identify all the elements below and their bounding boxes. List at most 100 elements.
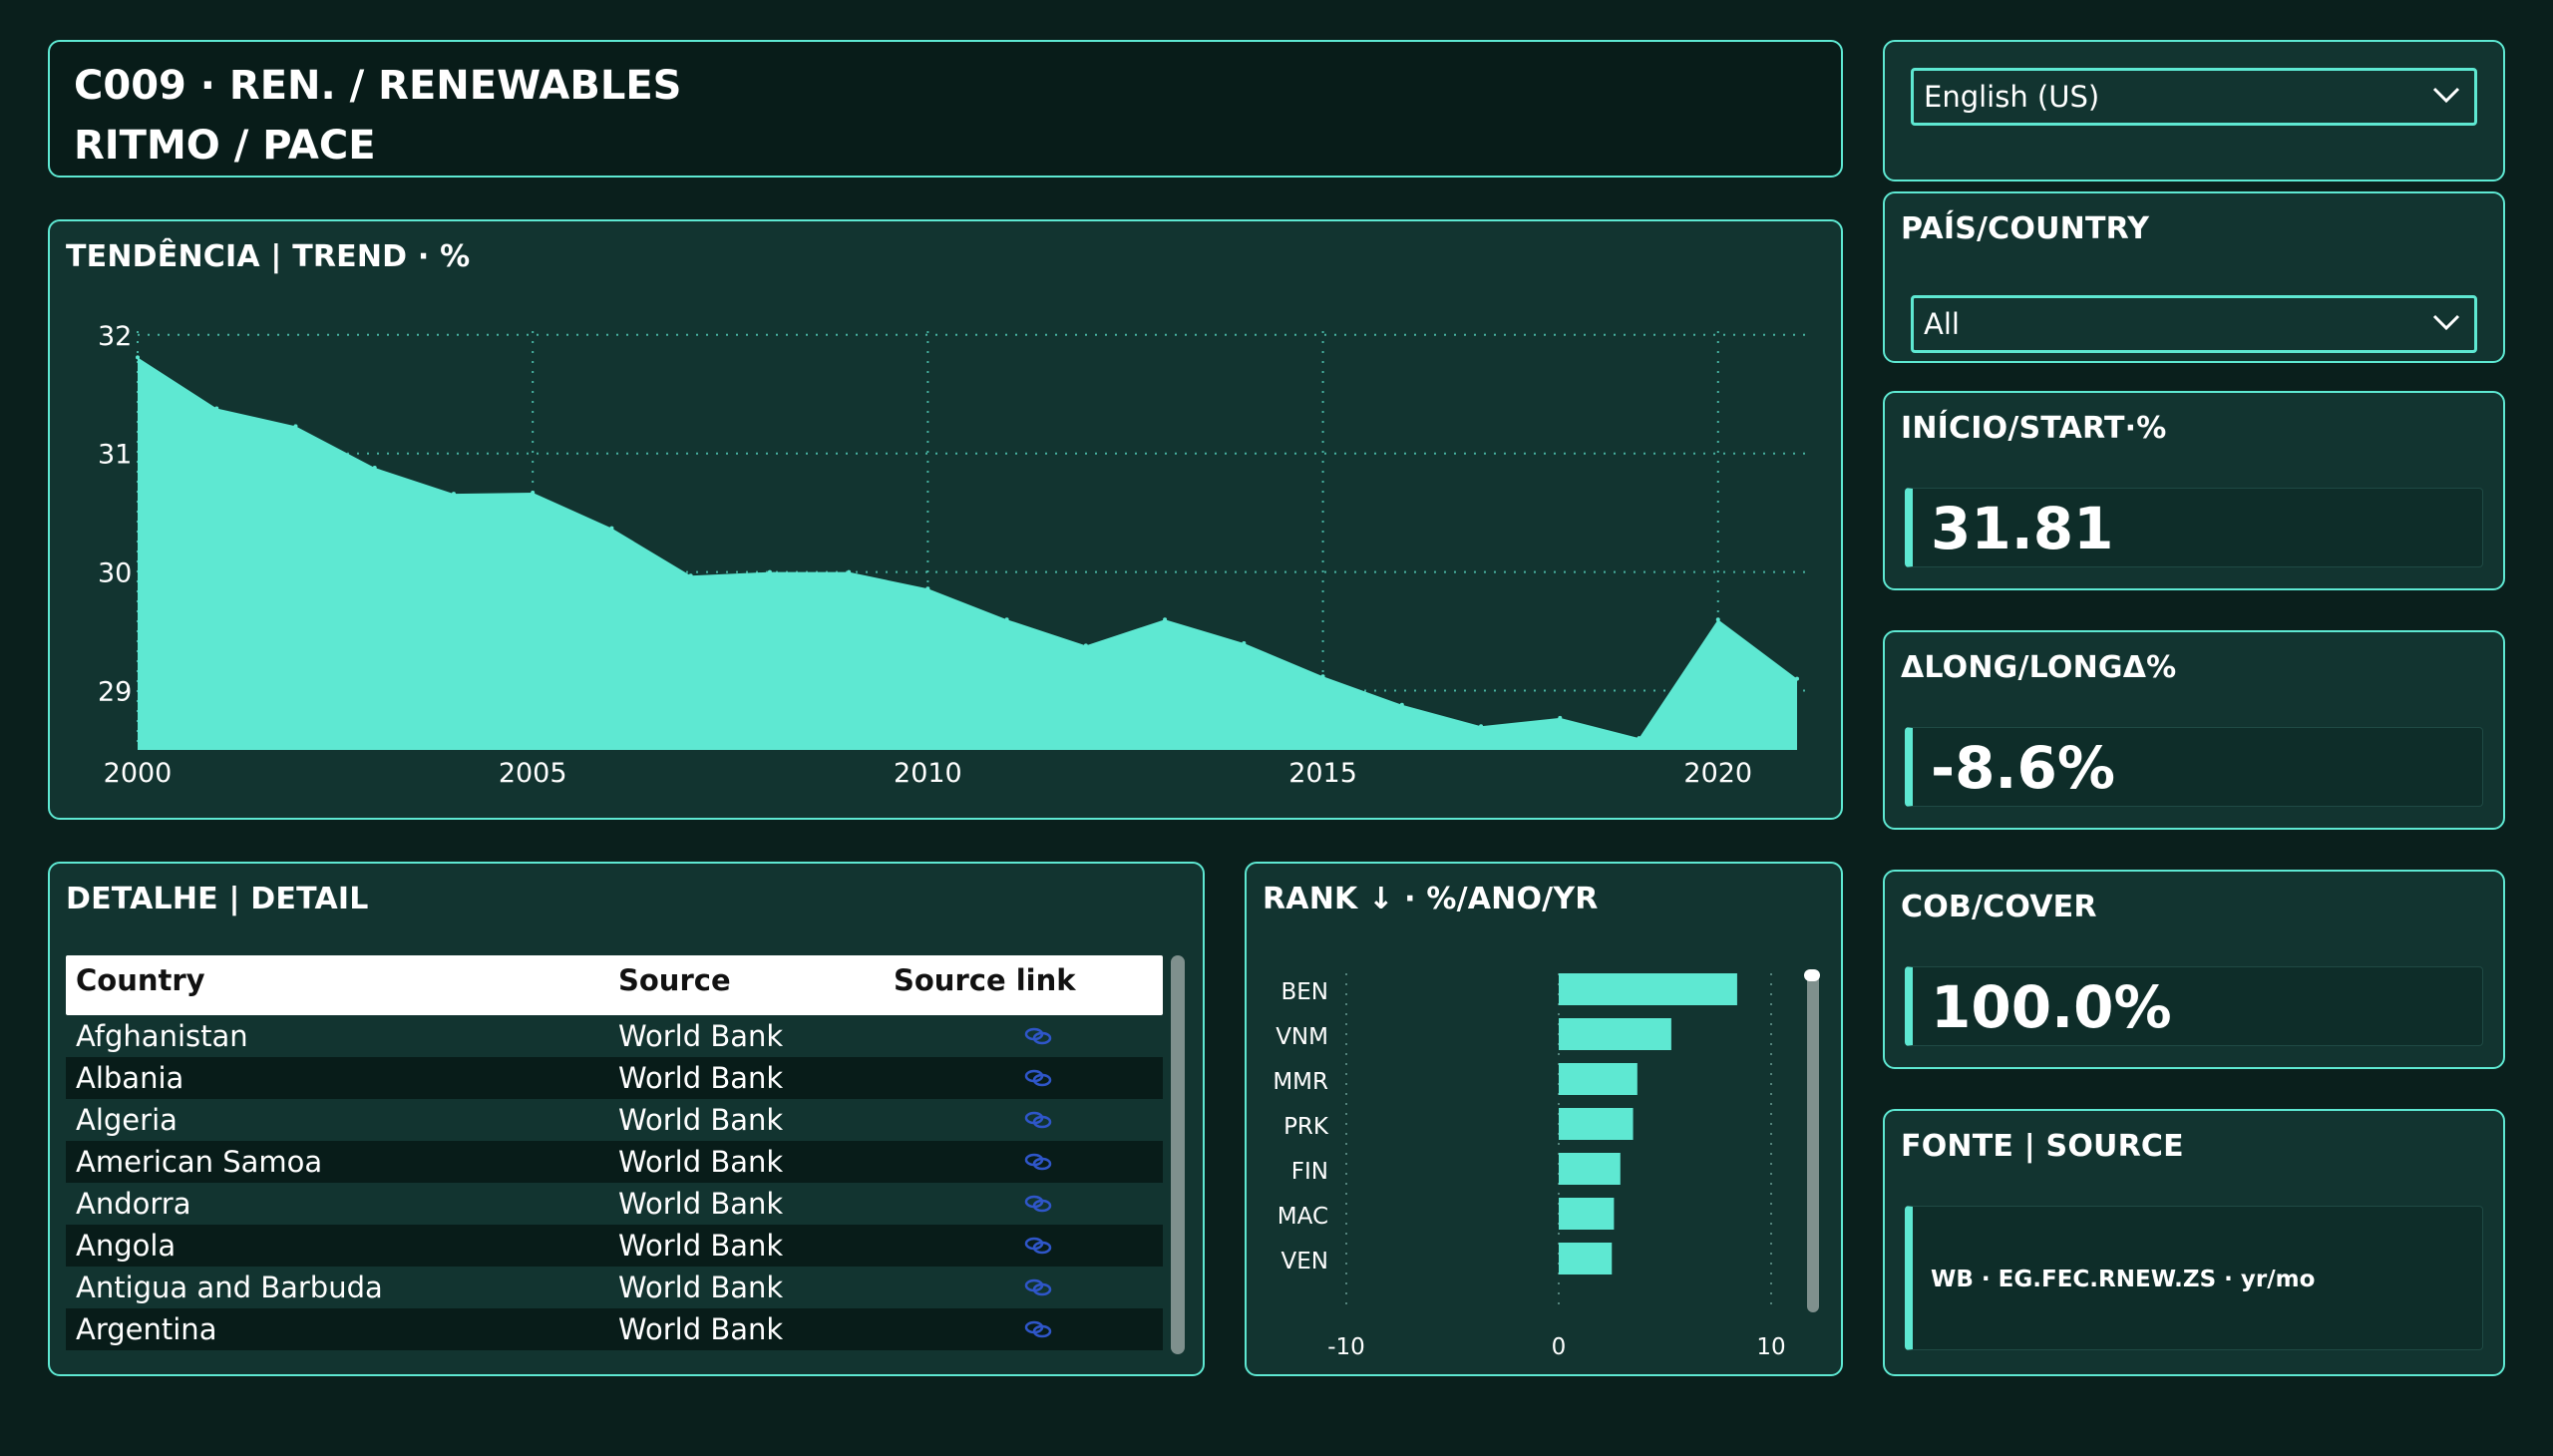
column-header-source-link[interactable]: Source link: [894, 963, 1076, 997]
cell-source: World Bank: [618, 1103, 784, 1137]
x-tick-label: 10: [1756, 1334, 1785, 1360]
rank-scrollbar-handle[interactable]: [1804, 969, 1820, 981]
cell-country: Afghanistan: [76, 1019, 248, 1053]
trend-point: [767, 569, 772, 574]
kpi-long-delta-title: ΔLONG/LONGΔ%: [1901, 650, 2177, 685]
trend-point: [1163, 617, 1168, 622]
rank-bar: [1559, 1063, 1638, 1095]
trend-point: [372, 465, 377, 470]
rank-bar: [1559, 1198, 1615, 1230]
trend-point: [925, 586, 930, 591]
language-select[interactable]: English (US): [1911, 68, 2477, 126]
page-title-line2: RITMO / PACE: [74, 123, 376, 169]
link-icon[interactable]: [1023, 1109, 1053, 1131]
category-label: PRK: [1283, 1114, 1329, 1140]
cell-source: World Bank: [618, 1271, 784, 1304]
trend-point: [847, 569, 852, 574]
trend-point: [1637, 736, 1641, 741]
trend-point: [1399, 702, 1404, 707]
country-select-value: All: [1924, 307, 1960, 341]
trend-chart: 29 30 31 32 2000 2005 2010 2015 2020: [98, 321, 1807, 789]
detail-panel: DETALHE | DETAIL Country Source Source l…: [48, 862, 1205, 1376]
link-icon[interactable]: [1023, 1235, 1053, 1257]
category-label: MAC: [1277, 1204, 1328, 1230]
kpi-cover-value: 100.0%: [1931, 973, 2172, 1041]
category-label: FIN: [1291, 1159, 1328, 1185]
link-icon[interactable]: [1023, 1193, 1053, 1215]
page-title: C009 · REN. / RENEWABLES RITMO / PACE: [74, 56, 681, 176]
kpi-start-title: INÍCIO/START·%: [1901, 411, 2167, 446]
source-panel: FONTE | SOURCE WB · EG.FEC.RNEW.ZS · yr/…: [1883, 1109, 2505, 1376]
category-label: VEN: [1281, 1249, 1328, 1274]
rank-bar: [1559, 1018, 1671, 1050]
kpi-cover-box: 100.0%: [1905, 966, 2483, 1046]
trend-point: [1083, 643, 1088, 648]
table-row: American Samoa World Bank: [66, 1141, 1163, 1183]
trend-panel: TENDÊNCIA | TREND · % 29 30 31 32 2000 2005 20…: [48, 219, 1843, 820]
cell-country: Algeria: [76, 1103, 178, 1137]
trend-point: [214, 406, 219, 411]
table-row: Afghanistan World Bank: [66, 1015, 1163, 1057]
table-row: Algeria World Bank: [66, 1099, 1163, 1141]
kpi-long-delta-box: -8.6%: [1905, 727, 2483, 807]
table-scrollbar[interactable]: [1171, 955, 1185, 1354]
link-icon[interactable]: [1023, 1318, 1053, 1340]
language-select-value: English (US): [1924, 80, 2100, 114]
kpi-start-value: 31.81: [1931, 495, 2114, 562]
column-header-country[interactable]: Country: [76, 963, 205, 997]
trend-title: TENDÊNCIA | TREND · %: [66, 239, 471, 274]
x-tick-label: -10: [1327, 1334, 1365, 1360]
link-icon[interactable]: [1023, 1276, 1053, 1298]
trend-point: [531, 490, 536, 495]
trend-point: [1558, 715, 1563, 720]
cell-country: Antigua and Barbuda: [76, 1271, 383, 1304]
y-tick-label: 29: [98, 677, 132, 708]
cell-country: Albania: [76, 1061, 184, 1095]
link-icon[interactable]: [1023, 1025, 1053, 1047]
trend-point: [293, 424, 298, 429]
rank-bar: [1559, 1153, 1621, 1185]
source-box: WB · EG.FEC.RNEW.ZS · yr/mo: [1905, 1206, 2483, 1350]
column-header-source[interactable]: Source: [618, 963, 731, 997]
table-row: Angola World Bank: [66, 1225, 1163, 1267]
trend-area: [138, 357, 1797, 750]
cell-source: World Bank: [618, 1019, 784, 1053]
trend-point: [1242, 640, 1247, 645]
kpi-long-delta-panel: ΔLONG/LONGΔ% -8.6%: [1883, 630, 2505, 830]
table-row: Albania World Bank: [66, 1057, 1163, 1099]
x-tick-label: 2010: [894, 758, 962, 789]
table-row: Antigua and Barbuda World Bank: [66, 1267, 1163, 1308]
link-icon[interactable]: [1023, 1067, 1053, 1089]
cell-country: Angola: [76, 1229, 177, 1263]
chevron-down-icon: [2432, 314, 2460, 331]
kpi-start-box: 31.81: [1905, 488, 2483, 567]
trend-point: [136, 355, 140, 360]
trend-point: [688, 573, 693, 578]
trend-point: [1479, 724, 1484, 729]
cell-country: Andorra: [76, 1187, 191, 1221]
category-label: BEN: [1280, 979, 1328, 1005]
kpi-cover-title: COB/COVER: [1901, 890, 2097, 924]
cell-source: World Bank: [618, 1061, 784, 1095]
table-row: Andorra World Bank: [66, 1183, 1163, 1225]
link-icon[interactable]: [1023, 1151, 1053, 1173]
country-select[interactable]: All: [1911, 295, 2477, 353]
rank-bar: [1559, 1243, 1613, 1274]
language-panel: English (US): [1883, 40, 2505, 182]
cell-country: American Samoa: [76, 1145, 323, 1179]
page-title-line1: C009 · REN. / RENEWABLES: [74, 63, 682, 109]
category-label: MMR: [1273, 1069, 1328, 1095]
table-header: Country Source Source link: [66, 955, 1163, 1015]
trend-point: [1715, 617, 1720, 622]
category-label: VNM: [1276, 1024, 1328, 1050]
detail-table: Country Source Source link Afghanistan Wo…: [66, 955, 1163, 1354]
country-filter-title: PAÍS/COUNTRY: [1901, 211, 2150, 246]
y-tick-label: 32: [98, 321, 132, 352]
kpi-start-panel: INÍCIO/START·% 31.81: [1883, 391, 2505, 590]
rank-scrollbar[interactable]: [1807, 973, 1819, 1312]
rank-bar: [1559, 973, 1737, 1005]
table-body: Afghanistan World Bank Albania World Bank Al…: [66, 1015, 1163, 1350]
trend-point: [609, 526, 614, 531]
cell-source: World Bank: [618, 1229, 784, 1263]
trend-point: [1320, 674, 1325, 679]
